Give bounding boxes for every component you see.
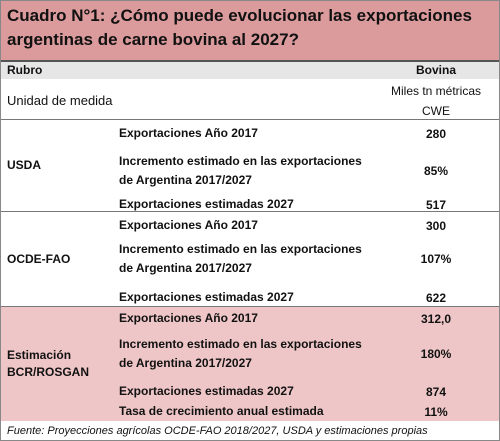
title: Cuadro N°1: ¿Cómo puede evolucionar las … bbox=[1, 1, 499, 62]
row-label: Incremento estimado en las exportaciones… bbox=[119, 242, 362, 275]
row-label: Exportaciones Año 2017 bbox=[119, 126, 258, 140]
row-label: Exportaciones estimadas 2027 bbox=[119, 384, 294, 398]
group: Estimación BCR/ROSGAN Exportaciones Año 2… bbox=[1, 306, 499, 421]
row-label: Exportaciones Año 2017 bbox=[119, 218, 258, 232]
group-name: OCDE-FAO bbox=[7, 251, 71, 266]
row-value: 11% bbox=[424, 405, 448, 419]
group: USDA Exportaciones Año 2017 280 Incremento … bbox=[1, 119, 499, 212]
group: OCDE-FAO Exportaciones Año 2017 300 Increme… bbox=[1, 211, 499, 307]
header-row: Rubro Bovina bbox=[1, 62, 499, 79]
row-value: 107% bbox=[420, 252, 452, 266]
group-name: Estimación BCR/ROSGAN bbox=[7, 348, 90, 379]
row-value: 280 bbox=[425, 127, 447, 141]
row-value: 517 bbox=[425, 198, 447, 212]
row-label: Tasa de crecimiento anual estimada bbox=[119, 404, 324, 418]
row-value: 85% bbox=[423, 164, 449, 178]
unit-label: Unidad de medida bbox=[7, 93, 113, 108]
row-value: 622 bbox=[425, 291, 447, 305]
row-value: 300 bbox=[425, 219, 447, 233]
row-value: 874 bbox=[425, 385, 447, 399]
row-label: Incremento estimado en las exportaciones… bbox=[119, 154, 362, 187]
row-label: Exportaciones Año 2017 bbox=[119, 311, 258, 325]
row-value: 180% bbox=[420, 347, 452, 361]
row-label: Incremento estimado en las exportaciones… bbox=[119, 337, 362, 370]
header-cell: Rubro bbox=[7, 63, 43, 77]
row-label: Exportaciones estimadas 2027 bbox=[119, 290, 294, 304]
source: Fuente: Proyecciones agrícolas OCDE-FAO … bbox=[1, 420, 499, 440]
row-value: 312,0 bbox=[420, 312, 452, 326]
group-name: USDA bbox=[7, 158, 42, 172]
row-label: Exportaciones estimadas 2027 bbox=[119, 197, 294, 211]
unit-value: Miles tn métricas CWE bbox=[390, 84, 482, 118]
header-cell: Bovina bbox=[415, 63, 456, 77]
